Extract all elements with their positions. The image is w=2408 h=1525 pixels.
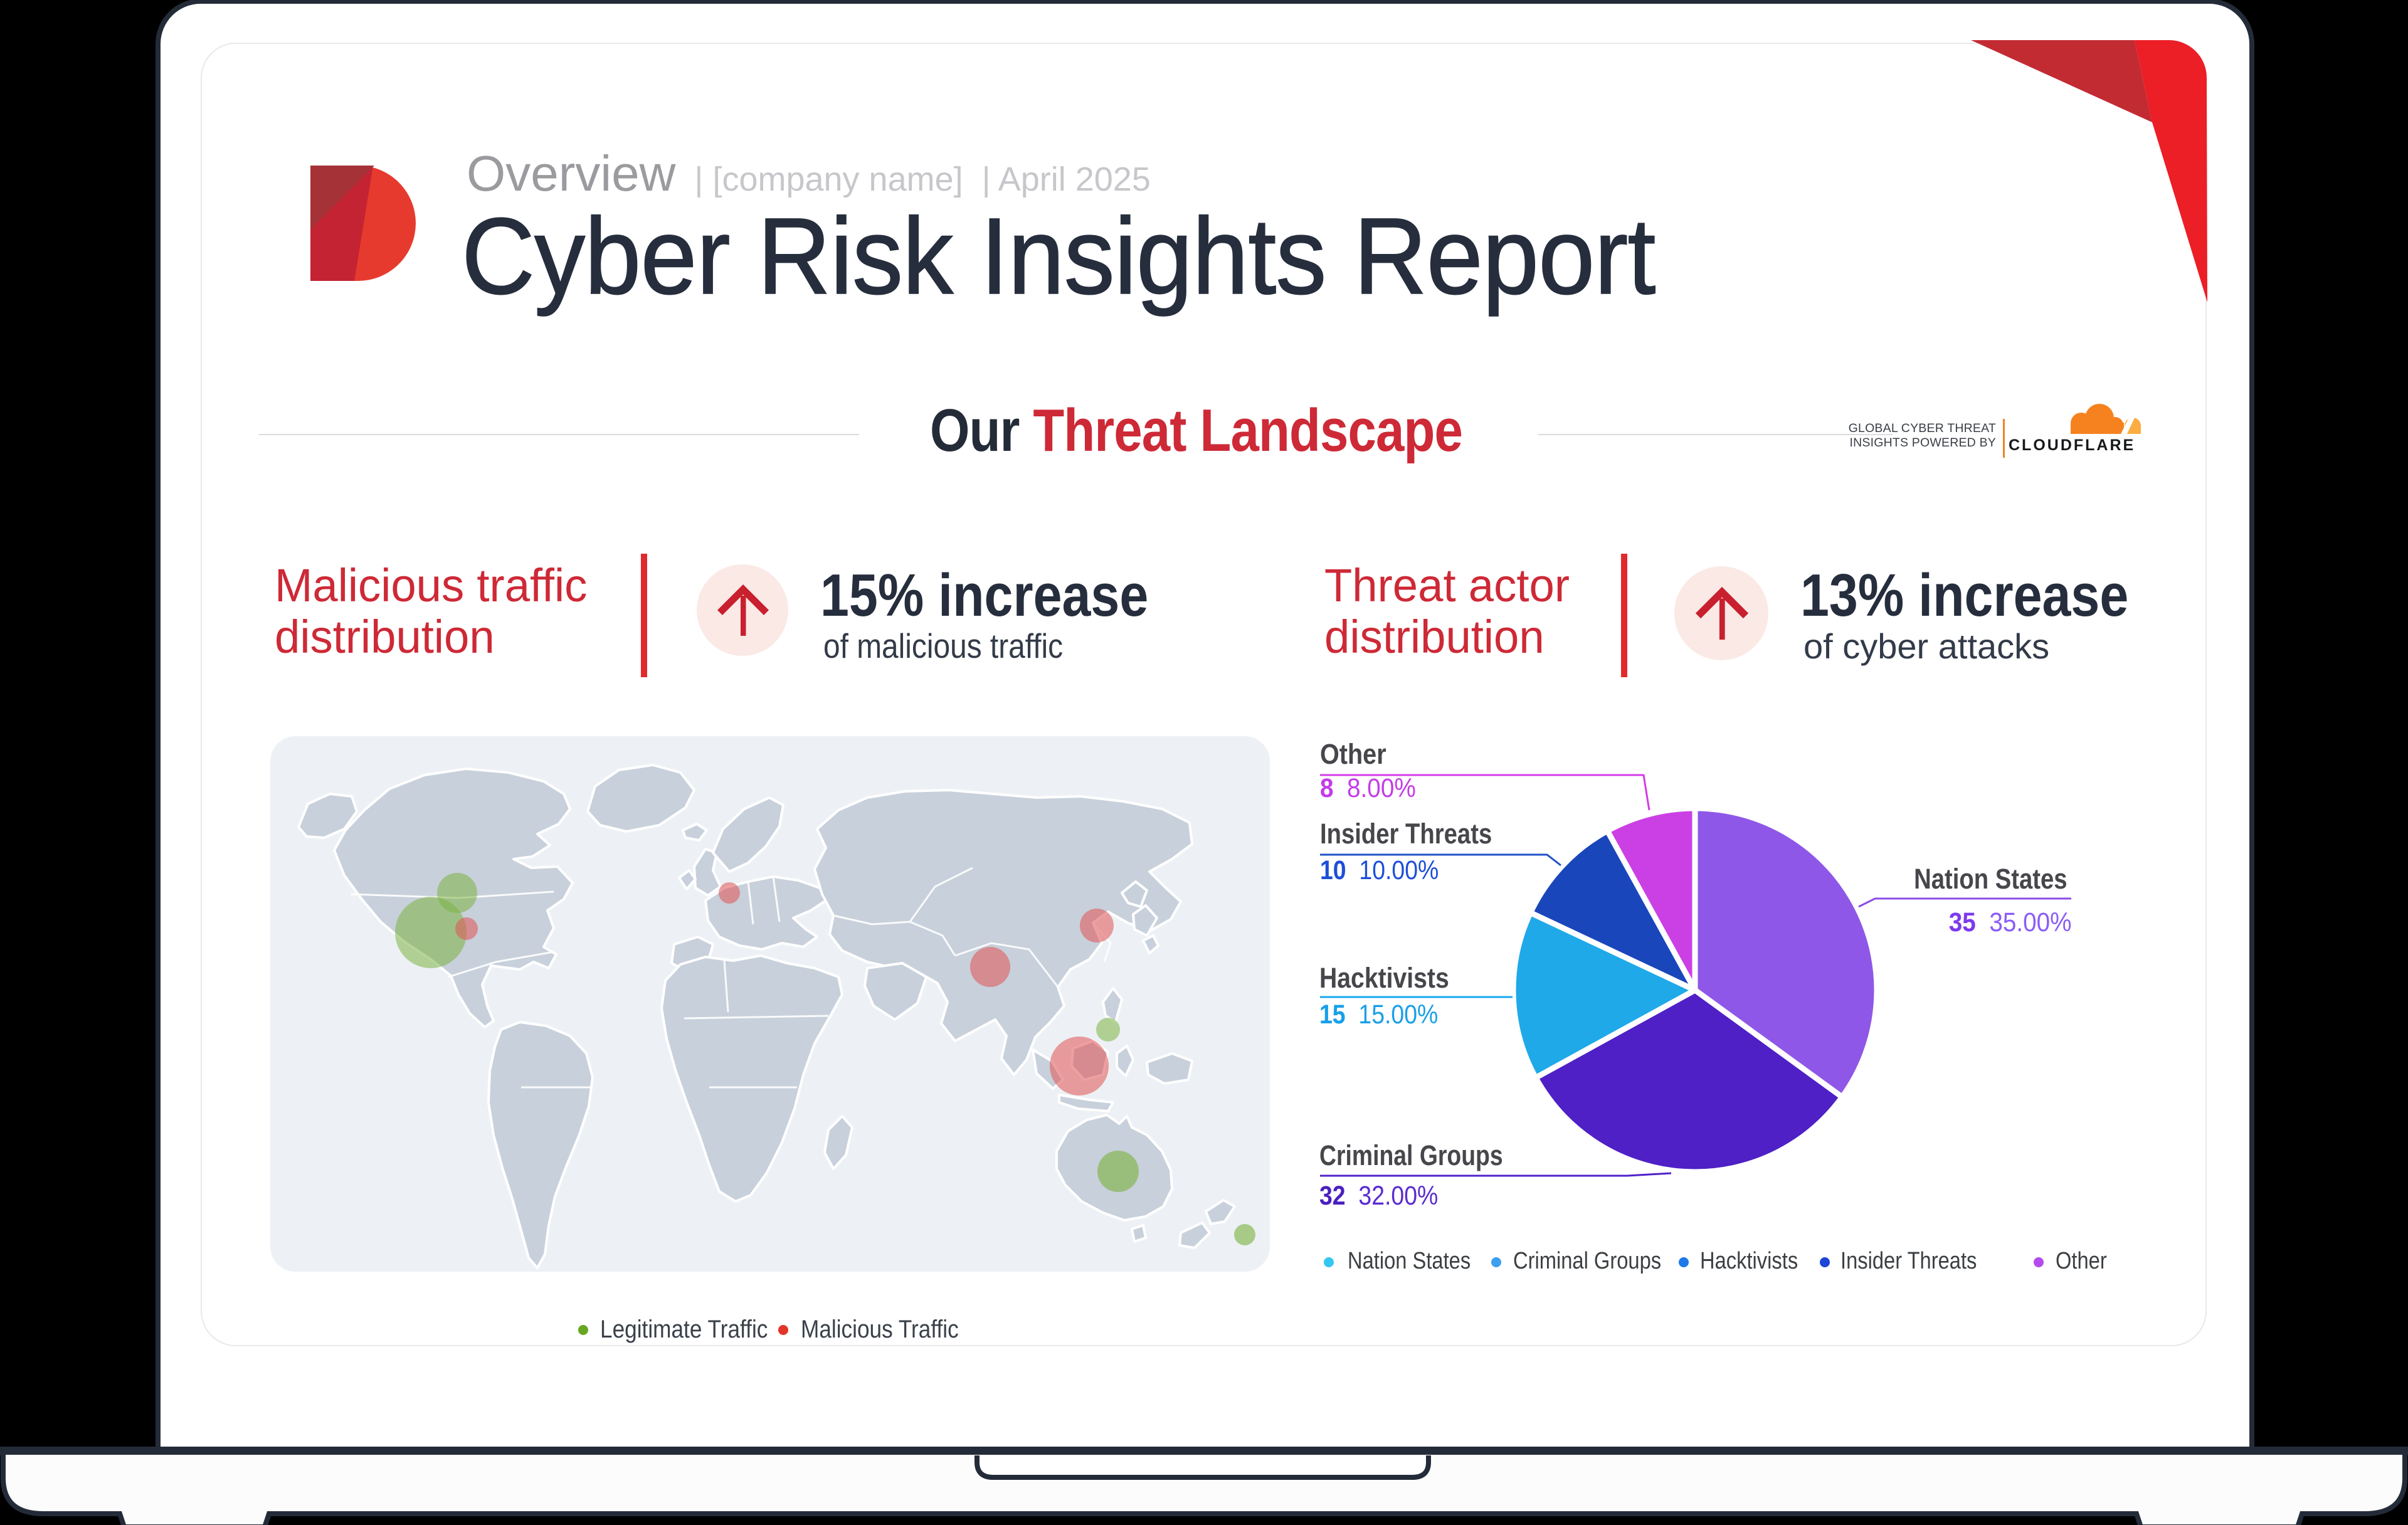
svg-text:CLOUDFLARE: CLOUDFLARE [2009, 436, 2135, 454]
